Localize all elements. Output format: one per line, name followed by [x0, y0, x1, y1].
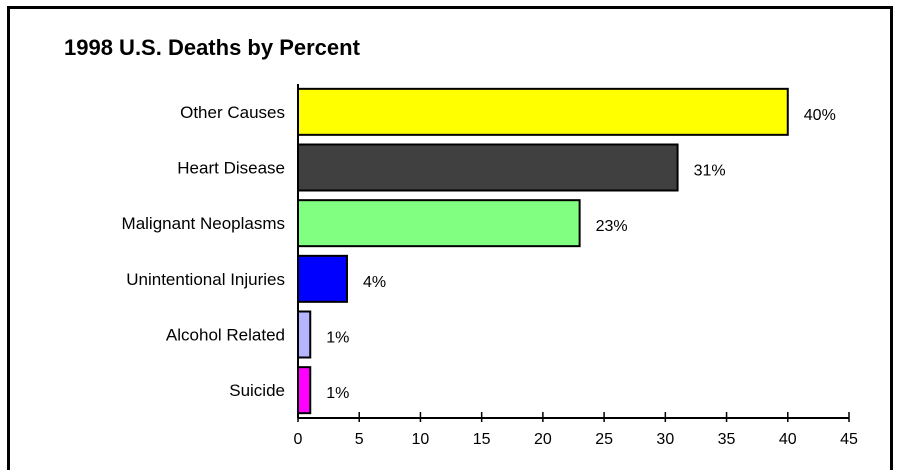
category-label-unintentional-injuries: Unintentional Injuries	[126, 270, 285, 289]
bar-heart-disease	[297, 143, 679, 192]
data-label-other-causes: 40%	[804, 107, 836, 124]
x-tick-label-35: 35	[718, 431, 736, 448]
chart-frame	[7, 6, 893, 470]
bar-malignant-neoplasms	[297, 199, 581, 248]
category-label-other-causes: Other Causes	[180, 103, 285, 122]
x-tick-label-45: 45	[840, 431, 858, 448]
data-label-alcohol-related: 1%	[326, 330, 349, 347]
data-label-suicide: 1%	[326, 385, 349, 402]
data-label-malignant-neoplasms: 23%	[596, 218, 628, 235]
chart-title: 1998 U.S. Deaths by Percent	[64, 35, 360, 60]
x-tick-label-30: 30	[656, 431, 674, 448]
category-label-suicide: Suicide	[229, 381, 285, 400]
category-label-heart-disease: Heart Disease	[177, 159, 285, 178]
bar-unintentional-injuries	[297, 254, 348, 303]
bar-other-causes	[297, 87, 789, 136]
x-tick-label-0: 0	[294, 431, 303, 448]
bar-suicide	[297, 366, 312, 415]
data-label-heart-disease: 31%	[694, 163, 726, 180]
data-label-unintentional-injuries: 4%	[363, 274, 386, 291]
x-tick-label-20: 20	[534, 431, 552, 448]
x-tick-label-40: 40	[779, 431, 797, 448]
x-tick-label-10: 10	[412, 431, 430, 448]
category-label-alcohol-related: Alcohol Related	[166, 326, 285, 345]
x-tick-label-25: 25	[595, 431, 613, 448]
x-tick-label-5: 5	[355, 431, 364, 448]
category-label-malignant-neoplasms: Malignant Neoplasms	[122, 214, 285, 233]
bar-alcohol-related	[297, 310, 312, 359]
x-tick-label-15: 15	[473, 431, 491, 448]
